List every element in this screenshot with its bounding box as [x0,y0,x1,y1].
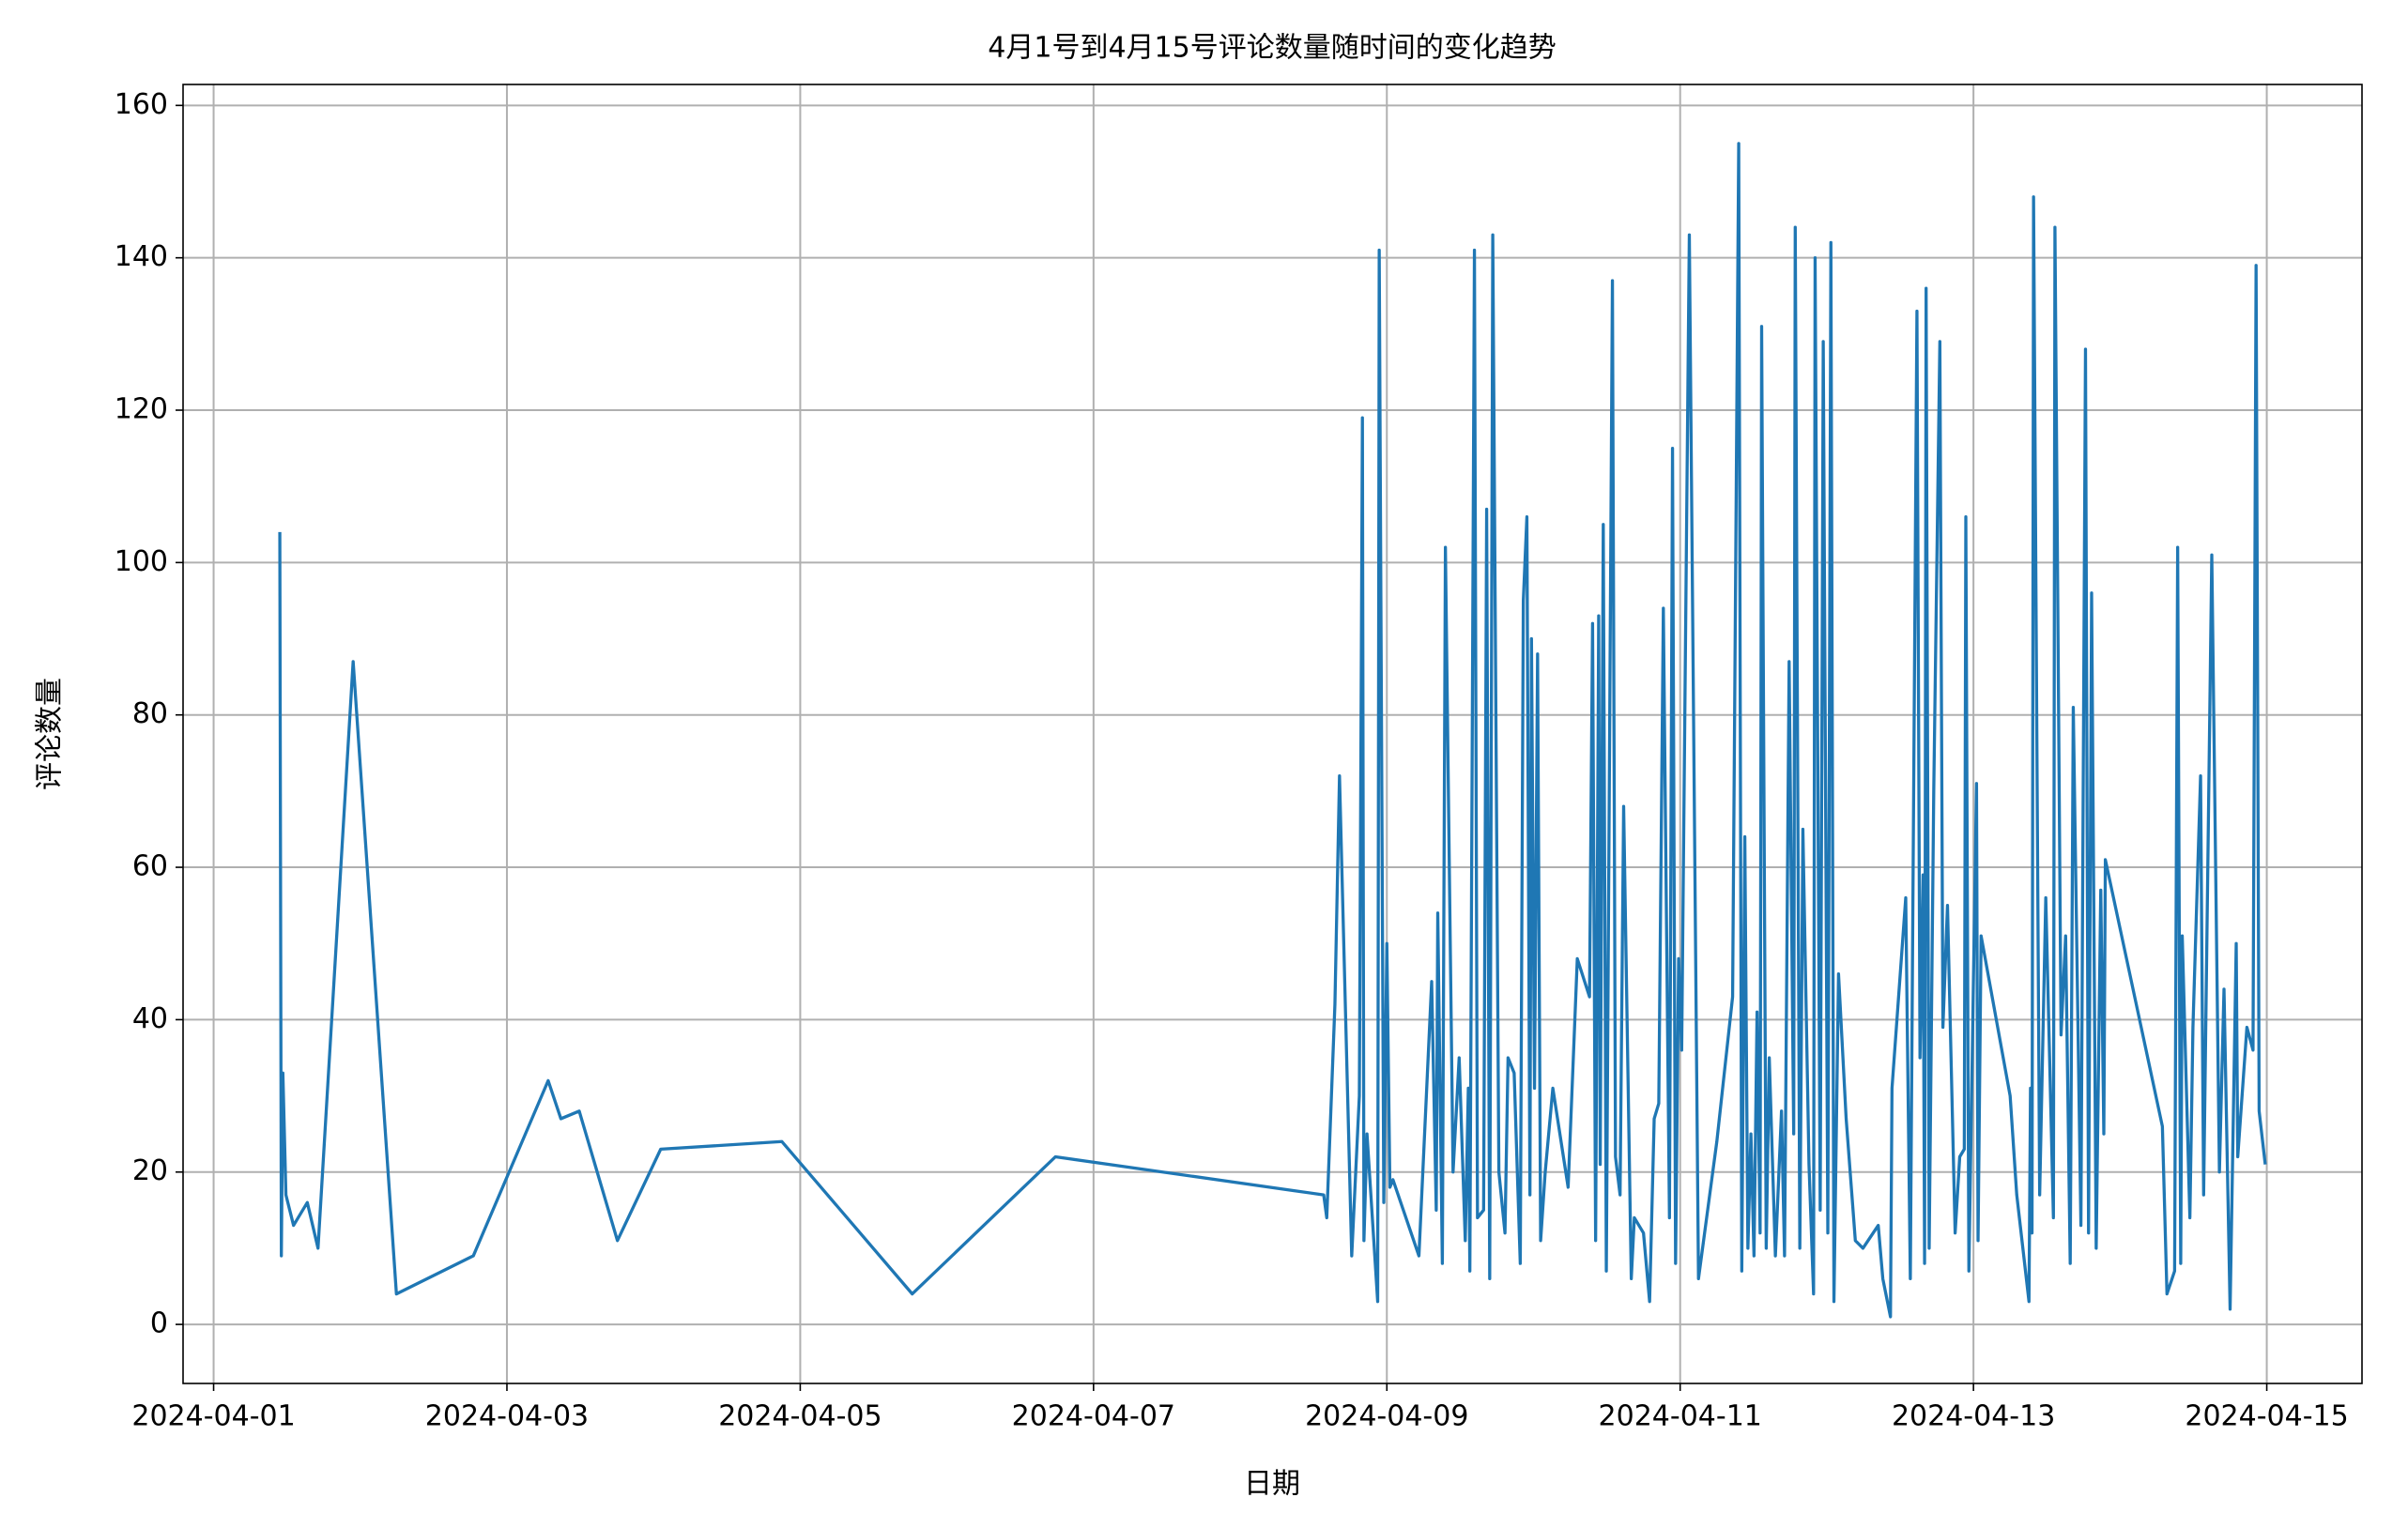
y-tick-label: 80 [132,697,168,730]
y-tick-label: 20 [132,1154,168,1187]
y-tick-label: 40 [132,1002,168,1035]
x-tick-label: 2024-04-13 [1892,1400,2055,1433]
x-tick-label: 2024-04-09 [1305,1400,1468,1433]
y-axis-label: 评论数量 [34,678,67,790]
y-tick-label: 140 [115,240,168,273]
x-axis-label: 日期 [1244,1468,1300,1501]
chart-title: 4月1号到4月15号评论数量随时间的变化趋势 [988,32,1556,65]
x-tick-label: 2024-04-05 [718,1400,882,1433]
plot-frame [182,84,2363,1384]
x-tick-label: 2024-04-03 [425,1400,589,1433]
y-tick-label: 160 [115,88,168,121]
x-tick-label: 2024-04-15 [2185,1400,2348,1433]
data-line [278,142,2267,1319]
y-tick-label: 120 [115,393,168,426]
x-tick-label: 2024-04-07 [1012,1400,1175,1433]
x-tick-label: 2024-04-11 [1599,1400,1762,1433]
y-tick-label: 60 [132,850,168,883]
x-tick-label: 2024-04-01 [131,1400,295,1433]
y-tick-label: 100 [115,545,168,578]
y-tick-label: 0 [150,1307,168,1340]
